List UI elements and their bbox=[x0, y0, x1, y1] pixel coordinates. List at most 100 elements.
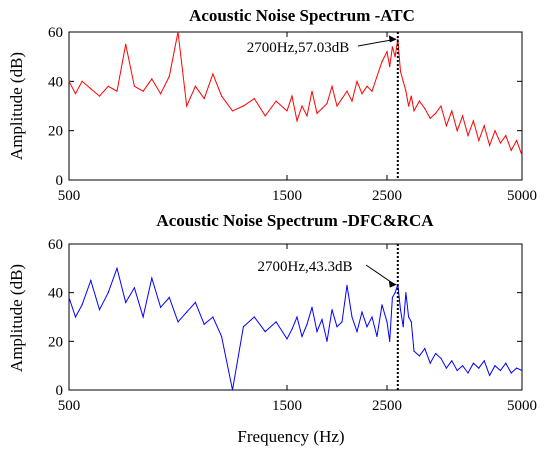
annotation-arrowhead bbox=[388, 35, 397, 43]
data-point bbox=[505, 362, 507, 364]
data-point bbox=[331, 309, 333, 311]
data-point bbox=[151, 277, 153, 279]
data-point bbox=[242, 326, 244, 328]
x-tick-label: 500 bbox=[58, 398, 81, 414]
data-point bbox=[413, 110, 415, 112]
data-point bbox=[264, 115, 266, 117]
data-point bbox=[98, 309, 101, 311]
data-point bbox=[505, 135, 507, 137]
data-point bbox=[351, 316, 353, 318]
data-point bbox=[389, 340, 391, 342]
chart-title-atc: Acoustic Noise Spectrum -ATC bbox=[189, 6, 415, 25]
data-point bbox=[405, 90, 407, 92]
data-point bbox=[424, 107, 426, 110]
data-point bbox=[341, 321, 343, 323]
data-point bbox=[159, 306, 162, 308]
data-point bbox=[107, 292, 109, 294]
data-point bbox=[186, 311, 188, 313]
data-point bbox=[391, 46, 393, 48]
data-point bbox=[74, 93, 77, 95]
data-point bbox=[194, 85, 197, 87]
data-point bbox=[133, 287, 135, 289]
data-point bbox=[242, 105, 244, 107]
data-point bbox=[194, 301, 197, 303]
data-point bbox=[410, 321, 412, 323]
x-tick-label: 1500 bbox=[272, 188, 302, 204]
x-tick-label: 2500 bbox=[372, 398, 402, 414]
data-point bbox=[386, 51, 388, 53]
data-point bbox=[483, 360, 485, 362]
data-point bbox=[203, 98, 205, 100]
data-point bbox=[521, 369, 523, 372]
data-point bbox=[74, 316, 77, 318]
data-point bbox=[177, 31, 179, 33]
data-point bbox=[107, 85, 109, 87]
data-point bbox=[435, 112, 437, 114]
data-point bbox=[456, 130, 458, 132]
data-point bbox=[371, 90, 373, 92]
data-point bbox=[253, 98, 255, 100]
x-tick-label: 500 bbox=[58, 188, 81, 204]
data-point bbox=[472, 120, 474, 122]
data-point bbox=[321, 318, 323, 321]
data-point bbox=[418, 355, 420, 357]
data-point bbox=[399, 309, 402, 311]
data-point bbox=[451, 110, 453, 112]
data-point bbox=[316, 331, 318, 333]
data-point bbox=[399, 70, 402, 73]
data-point bbox=[68, 296, 70, 299]
y-tick-label: 0 bbox=[56, 173, 64, 189]
y-axis-label-atc: Amplitude (dB) bbox=[7, 52, 26, 160]
data-point bbox=[397, 38, 399, 40]
plot-frame bbox=[68, 243, 523, 391]
data-point bbox=[478, 139, 480, 142]
data-point bbox=[168, 75, 170, 77]
data-point bbox=[221, 95, 223, 97]
data-point bbox=[494, 365, 496, 367]
data-point bbox=[366, 85, 368, 87]
data-point bbox=[351, 100, 353, 102]
data-point bbox=[445, 125, 447, 127]
data-point bbox=[451, 360, 453, 362]
data-point bbox=[301, 105, 303, 107]
data-point bbox=[159, 93, 162, 95]
data-point bbox=[301, 335, 303, 338]
data-point bbox=[494, 130, 496, 132]
data-point bbox=[467, 135, 469, 137]
data-point bbox=[231, 110, 234, 112]
y-tick-label: 40 bbox=[48, 286, 63, 302]
data-point bbox=[499, 369, 501, 372]
data-point bbox=[306, 323, 308, 325]
data-point bbox=[151, 78, 153, 80]
data-point bbox=[489, 374, 491, 376]
data-point bbox=[389, 65, 391, 68]
data-point bbox=[81, 304, 83, 306]
annotation-label: 2700Hz,43.3dB bbox=[258, 259, 353, 275]
data-point bbox=[462, 365, 464, 367]
data-point bbox=[212, 73, 214, 75]
data-point bbox=[203, 323, 205, 325]
data-point bbox=[186, 105, 188, 107]
data-point bbox=[391, 296, 393, 299]
data-point bbox=[521, 154, 523, 156]
data-point bbox=[462, 115, 464, 117]
data-point bbox=[394, 292, 396, 294]
data-point bbox=[90, 279, 92, 282]
data-point bbox=[142, 90, 144, 92]
data-point bbox=[456, 369, 458, 372]
data-point bbox=[371, 316, 373, 318]
x-axis-label: Frequency (Hz) bbox=[237, 427, 344, 446]
data-point bbox=[440, 357, 442, 359]
data-point bbox=[311, 306, 313, 308]
annotation-arrow bbox=[357, 38, 395, 47]
data-point bbox=[405, 292, 407, 294]
data-point bbox=[410, 95, 412, 97]
data-point bbox=[98, 95, 101, 97]
data-point bbox=[361, 93, 363, 95]
data-point bbox=[326, 102, 328, 105]
data-point bbox=[221, 335, 223, 338]
y-axis-label-dfc-rca: Amplitude (dB) bbox=[7, 264, 26, 372]
y-tick-label: 20 bbox=[48, 334, 63, 350]
y-tick-label: 0 bbox=[56, 383, 64, 399]
